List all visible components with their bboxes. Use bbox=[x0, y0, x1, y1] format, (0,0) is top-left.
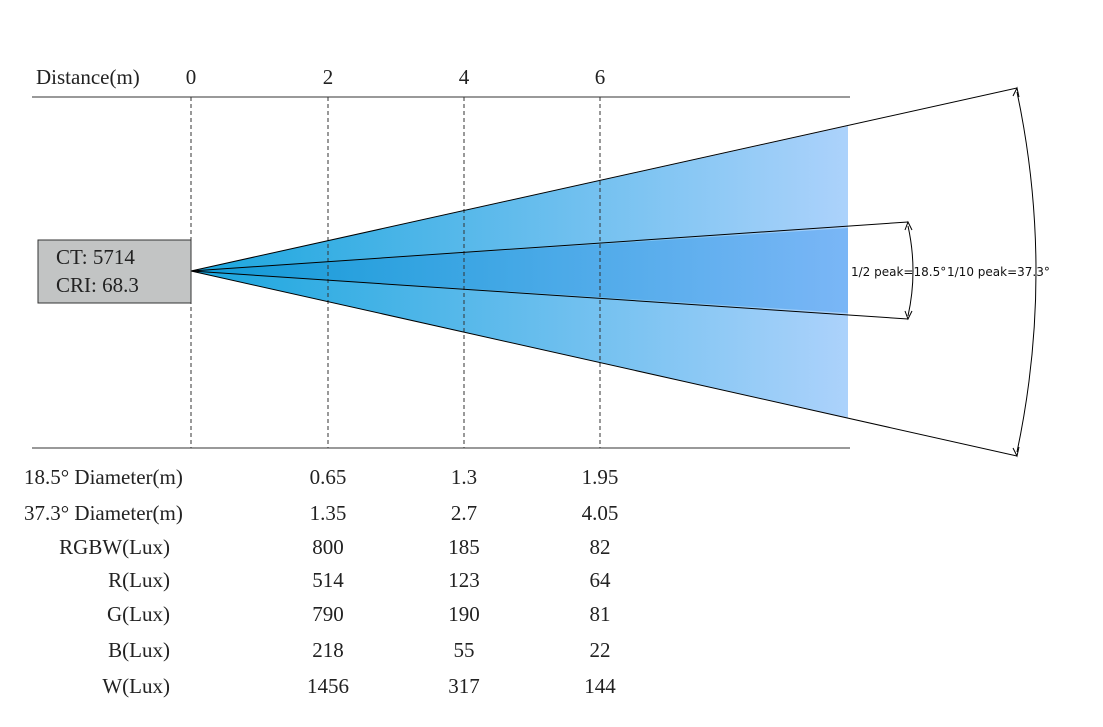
row-value: 1.35 bbox=[310, 501, 347, 525]
half-peak-label: 1/2 peak=18.5° bbox=[851, 265, 946, 279]
row-value: 317 bbox=[448, 674, 480, 698]
tenth-peak-label: 1/10 peak=37.3° bbox=[947, 265, 1050, 279]
row-value: 144 bbox=[584, 674, 616, 698]
angle-arc bbox=[907, 225, 914, 317]
angle-arc bbox=[1016, 91, 1037, 453]
row-label: R(Lux) bbox=[108, 568, 170, 592]
distance-tick: 0 bbox=[186, 65, 197, 89]
row-label: B(Lux) bbox=[108, 638, 170, 662]
inner-beam bbox=[191, 228, 848, 313]
beam-edge bbox=[190, 221, 909, 272]
beam-edge bbox=[190, 87, 1018, 272]
row-value: 22 bbox=[590, 638, 611, 662]
row-value: 1.95 bbox=[582, 465, 619, 489]
row-label: 37.3° Diameter(m) bbox=[24, 501, 183, 525]
distance-label: Distance(m) bbox=[36, 65, 140, 89]
row-value: 790 bbox=[312, 602, 344, 626]
row-value: 4.05 bbox=[582, 501, 619, 525]
row-value: 190 bbox=[448, 602, 480, 626]
distance-tick: 4 bbox=[459, 65, 470, 89]
cri-label: CRI: 68.3 bbox=[56, 273, 139, 297]
row-value: 1.3 bbox=[451, 465, 477, 489]
arrowheads bbox=[1012, 86, 1020, 458]
row-value: 514 bbox=[312, 568, 344, 592]
row-value: 185 bbox=[448, 535, 480, 559]
beam-edge bbox=[190, 270, 1018, 457]
row-value: 123 bbox=[448, 568, 480, 592]
row-value: 2.7 bbox=[451, 501, 477, 525]
arrowheads bbox=[904, 220, 913, 321]
row-value: 800 bbox=[312, 535, 344, 559]
distance-tick: 2 bbox=[323, 65, 334, 89]
info-box bbox=[37, 239, 192, 304]
row-value: 1456 bbox=[307, 674, 349, 698]
row-value: 218 bbox=[312, 638, 344, 662]
row-value: 82 bbox=[590, 535, 611, 559]
row-value: 0.65 bbox=[310, 465, 347, 489]
row-label: G(Lux) bbox=[107, 602, 170, 626]
ct-label: CT: 5714 bbox=[56, 245, 135, 269]
distance-tick: 6 bbox=[595, 65, 606, 89]
row-label: 18.5° Diameter(m) bbox=[24, 465, 183, 489]
row-value: 55 bbox=[454, 638, 475, 662]
row-value: 64 bbox=[590, 568, 612, 592]
row-value: 81 bbox=[590, 602, 611, 626]
row-label: W(Lux) bbox=[102, 674, 170, 698]
beam-edge bbox=[190, 270, 909, 320]
row-label: RGBW(Lux) bbox=[59, 535, 170, 559]
